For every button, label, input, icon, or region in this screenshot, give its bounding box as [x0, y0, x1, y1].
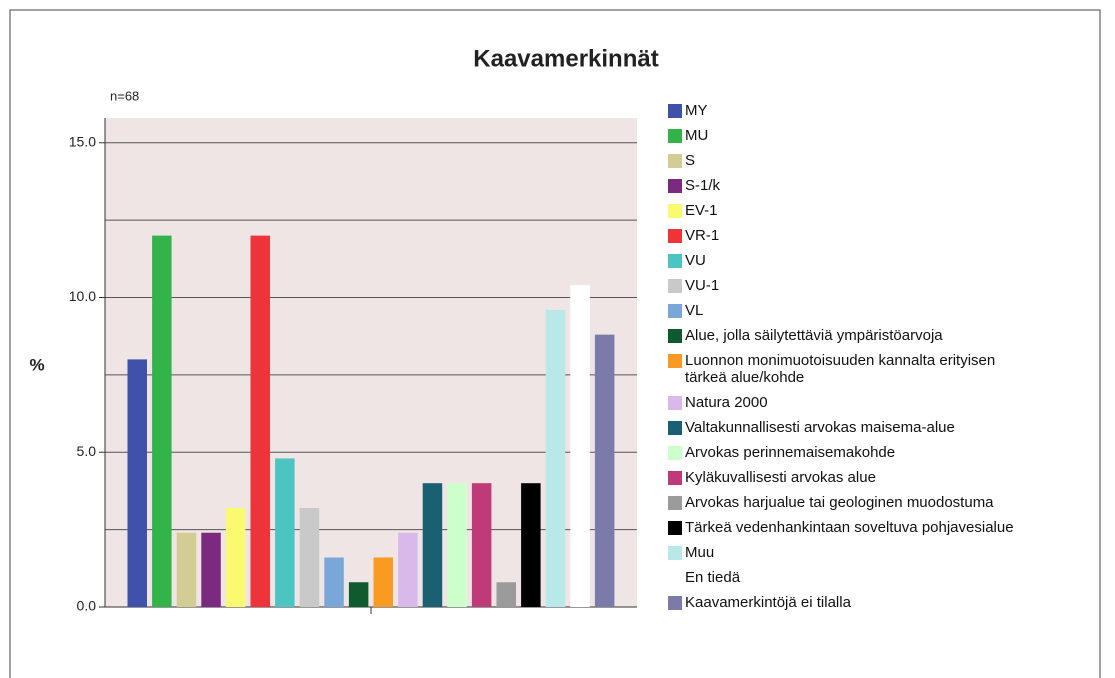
bar: [422, 483, 443, 607]
legend-label: EV-1: [685, 202, 718, 219]
legend-label: Kaavamerkintöjä ei tilalla: [685, 594, 851, 611]
legend-swatch: [668, 254, 682, 268]
legend-item: Valtakunnallisesti arvokas maisema-alue: [668, 415, 1028, 440]
bar: [324, 557, 344, 607]
bar: [348, 582, 369, 607]
bar: [201, 532, 221, 607]
legend-item: MU: [668, 123, 1028, 148]
legend-swatch: [668, 546, 682, 560]
legend-label: Luonnon monimuotoisuuden kannalta erityi…: [685, 352, 996, 386]
legend-label: Alue, jolla säilytettäviä ympäristöarvoj…: [685, 327, 943, 344]
legend-item: EV-1: [668, 198, 1028, 223]
legend-label: S: [685, 152, 696, 169]
bar: [398, 532, 418, 607]
y-tick-label: 10.0: [69, 288, 96, 304]
bar: [152, 235, 172, 607]
legend-label: VL: [685, 302, 704, 319]
legend-swatch: [668, 471, 682, 485]
bar: [545, 309, 566, 607]
legend-swatch: [668, 571, 682, 585]
legend-item: Luonnon monimuotoisuuden kannalta erityi…: [668, 348, 1028, 390]
bar: [127, 359, 147, 607]
bar: [176, 532, 197, 607]
legend: MY MU S S-1/k EV-1 VR-1 VU VU-1 VL Alue, jolla sä…: [668, 98, 1028, 615]
legend-item: VU-1: [668, 273, 1028, 298]
legend-swatch: [668, 279, 682, 293]
y-tick-label: 15.0: [69, 133, 96, 149]
legend-item: En tiedä: [668, 565, 1028, 590]
legend-swatch: [668, 496, 682, 510]
legend-label: Arvokas harjualue tai geologinen muodost…: [685, 494, 994, 511]
legend-swatch: [668, 104, 682, 118]
legend-item: Natura 2000: [668, 390, 1028, 415]
legend-label: Tärkeä vedenhankintaan soveltuva pohjave…: [685, 519, 1014, 536]
legend-item: Muu: [668, 540, 1028, 565]
legend-swatch: [668, 354, 682, 368]
legend-swatch: [668, 179, 682, 193]
legend-item: VU: [668, 248, 1028, 273]
frame: [9, 9, 1101, 678]
legend-item: S: [668, 148, 1028, 173]
legend-label: Natura 2000: [685, 394, 768, 411]
legend-label: MU: [685, 127, 709, 144]
legend-item: Arvokas harjualue tai geologinen muodost…: [668, 490, 1028, 515]
legend-swatch: [668, 521, 682, 535]
bar: [471, 483, 492, 607]
legend-swatch: [668, 329, 682, 343]
bar: [570, 285, 590, 607]
bar: [275, 458, 295, 607]
bar: [521, 483, 541, 607]
legend-label: MY: [685, 102, 708, 119]
legend-label: Arvokas perinnemaisemakohde: [685, 444, 896, 461]
chart-title: Kaavamerkinnät: [473, 45, 658, 72]
y-tick-label: 5.0: [77, 443, 97, 459]
legend-swatch: [668, 304, 682, 318]
legend-swatch: [668, 154, 682, 168]
legend-swatch: [668, 204, 682, 218]
legend-item: Tärkeä vedenhankintaan soveltuva pohjave…: [668, 515, 1028, 540]
legend-swatch: [668, 229, 682, 243]
bar: [299, 507, 320, 607]
legend-item: Alue, jolla säilytettäviä ympäristöarvoj…: [668, 323, 1028, 348]
legend-item: VR-1: [668, 223, 1028, 248]
y-axis-label: %: [29, 355, 44, 374]
legend-item: Kyläkuvallisesti arvokas alue: [668, 465, 1028, 490]
bar: [447, 483, 467, 607]
bar: [373, 557, 393, 607]
legend-item: MY: [668, 98, 1028, 123]
legend-label: S-1/k: [685, 177, 721, 194]
legend-swatch: [668, 421, 682, 435]
legend-label: Valtakunnallisesti arvokas maisema-alue: [685, 419, 955, 436]
legend-swatch: [668, 446, 682, 460]
legend-label: En tiedä: [685, 569, 741, 586]
legend-label: Muu: [685, 544, 715, 561]
legend-label: VU-1: [685, 277, 720, 294]
legend-swatch: [668, 129, 682, 143]
bar: [594, 334, 615, 607]
legend-item: Kaavamerkintöjä ei tilalla: [668, 590, 1028, 615]
legend-item: Arvokas perinnemaisemakohde: [668, 440, 1028, 465]
legend-item: VL: [668, 298, 1028, 323]
y-tick-label: 0.0: [77, 598, 97, 614]
bar: [250, 235, 270, 607]
bar: [225, 507, 246, 607]
annotation: n=68: [110, 88, 139, 103]
legend-swatch: [668, 396, 682, 410]
legend-swatch: [668, 596, 682, 610]
legend-label: VU: [685, 252, 706, 269]
bar: [496, 582, 516, 607]
legend-label: Kyläkuvallisesti arvokas alue: [685, 469, 876, 486]
legend-item: S-1/k: [668, 173, 1028, 198]
legend-label: VR-1: [685, 227, 720, 244]
